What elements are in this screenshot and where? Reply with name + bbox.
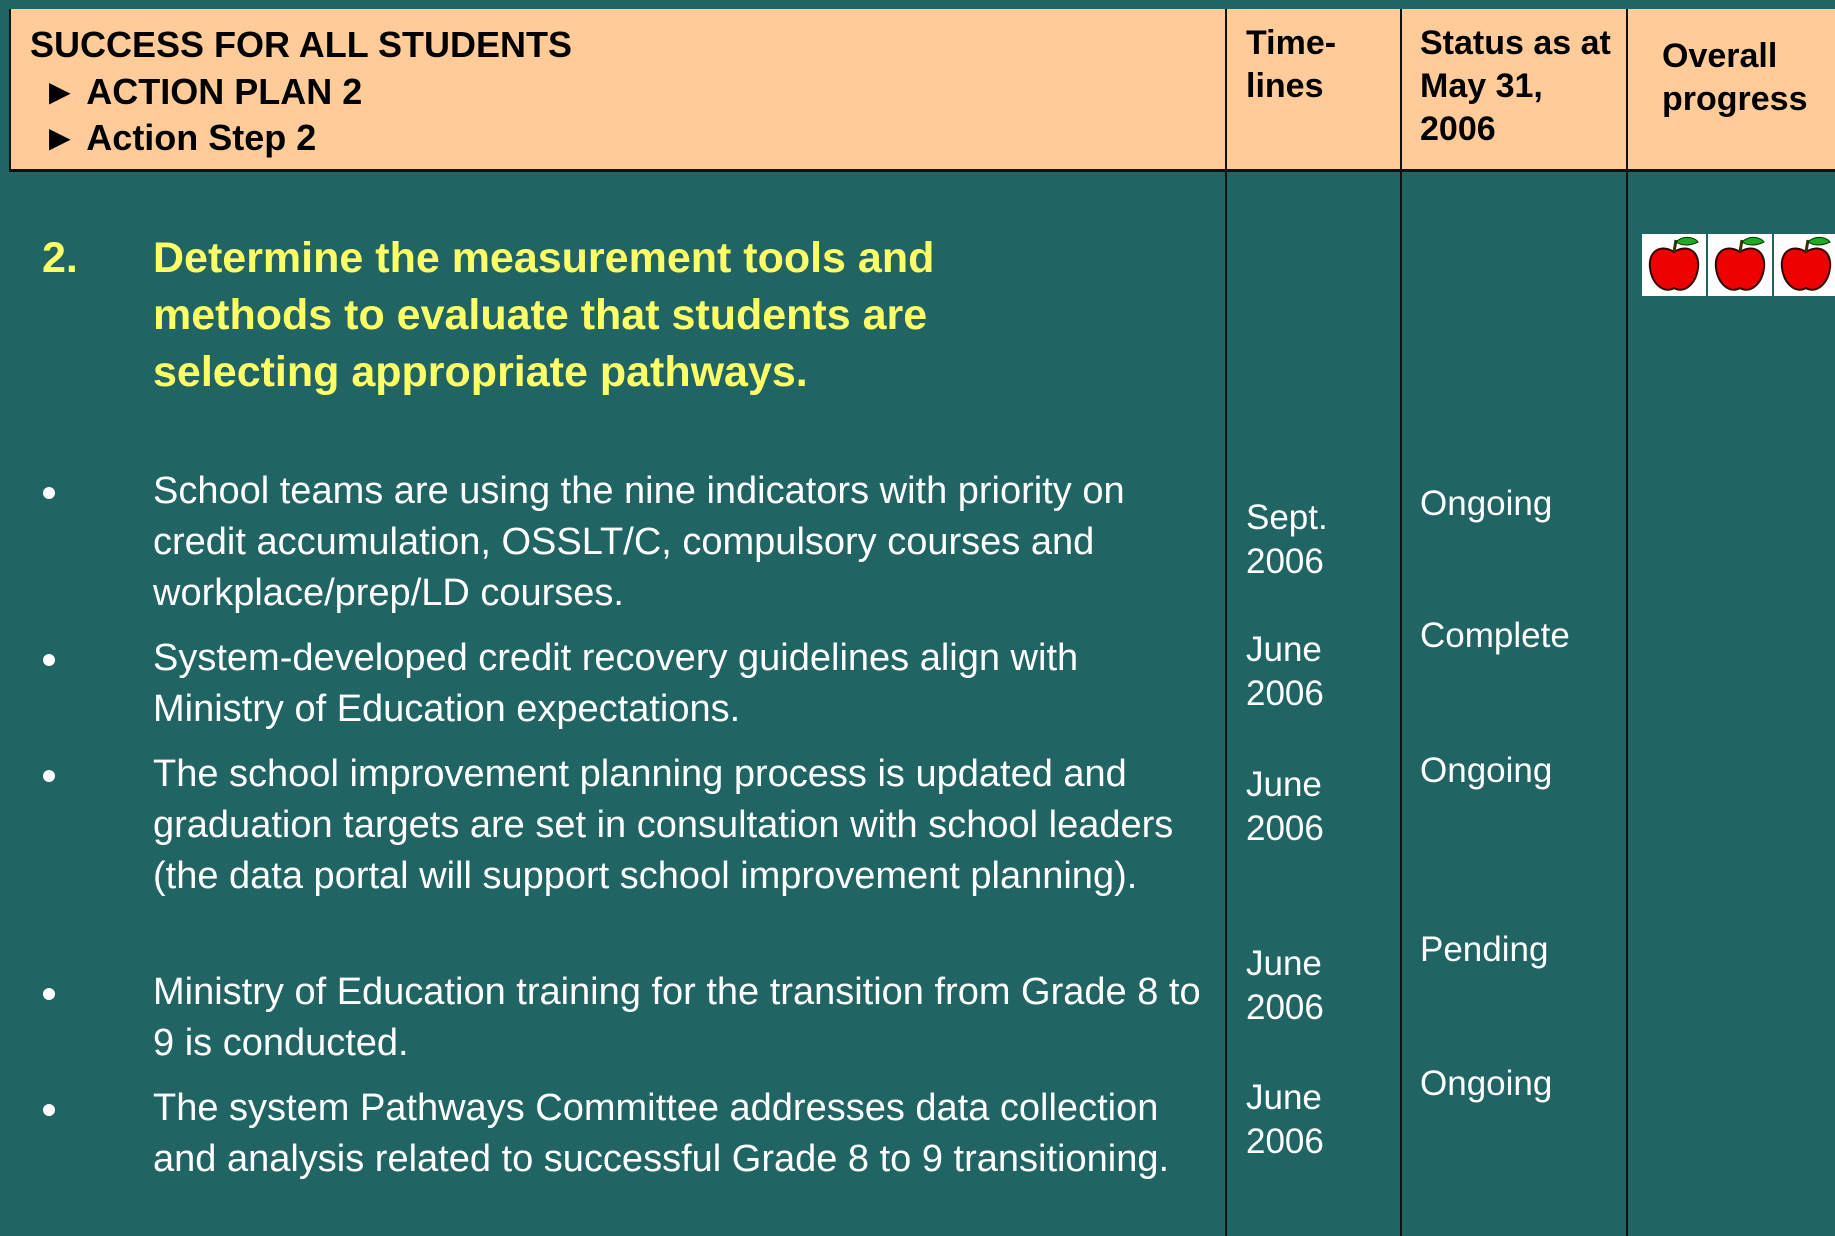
timeline: June 2006 [1246, 944, 1324, 1027]
header-band [9, 9, 1835, 172]
column-header: Overall progress [1662, 37, 1808, 118]
item-text: School teams are using the nine indicato… [153, 470, 1125, 614]
header-title: SUCCESS FOR ALL STUDENTS [30, 24, 573, 65]
column-divider [1400, 9, 1402, 1236]
timeline: June 2006 [1246, 1078, 1324, 1161]
bullet [43, 654, 55, 666]
item-text: Ministry of Education training for the t… [153, 971, 1201, 1064]
status: Ongoing [1420, 1064, 1553, 1103]
column-header: Time-lines [1246, 24, 1337, 105]
timeline: June 2006 [1246, 630, 1324, 713]
action-plan: ► ACTION PLAN 2 [42, 71, 363, 112]
item-text: The system Pathways Committee addresses … [153, 1087, 1170, 1180]
column-header: Status as at May 31, 2006 [1420, 24, 1611, 148]
column-divider [1225, 9, 1227, 1236]
bullet [43, 988, 55, 1000]
status: Complete [1420, 616, 1570, 655]
action-step: ► Action Step 2 [42, 117, 317, 158]
apple [1774, 234, 1835, 296]
step-number: 2. [42, 234, 78, 282]
column-divider [1626, 9, 1628, 1236]
timeline: Sept. 2006 [1246, 498, 1328, 581]
item-text: The school improvement planning process … [153, 753, 1174, 897]
status: Ongoing [1420, 484, 1553, 523]
bullet [43, 1104, 55, 1116]
apple [1642, 234, 1706, 296]
status: Ongoing [1420, 751, 1553, 790]
progress-apples [1642, 234, 1835, 296]
apple [1708, 234, 1772, 296]
timeline: June 2006 [1246, 765, 1324, 848]
bullet [43, 770, 55, 782]
step-text: Determine the measurement tools and meth… [153, 234, 935, 396]
status: Pending [1420, 930, 1549, 969]
bullet [43, 487, 55, 499]
item-text: System-developed credit recovery guideli… [153, 637, 1079, 730]
